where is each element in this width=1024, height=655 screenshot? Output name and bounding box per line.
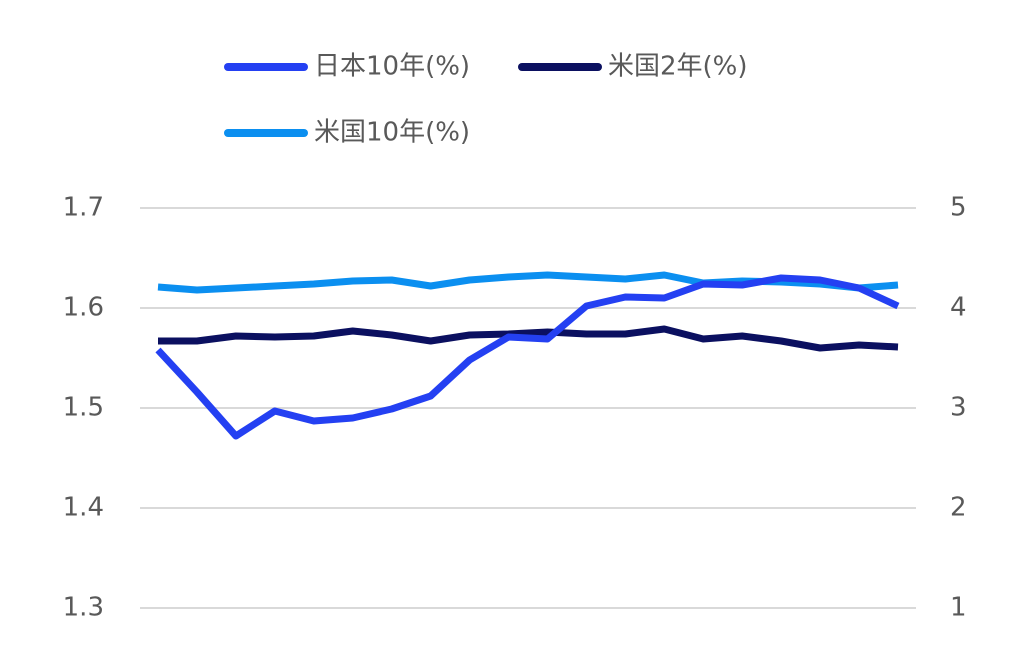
series-line	[155, 274, 900, 440]
legend-label: 日本10年(%)	[314, 52, 470, 82]
y2-tick-label: 5	[950, 193, 967, 223]
legend-label: 米国2年(%)	[608, 52, 748, 82]
legend-label: 米国10年(%)	[314, 118, 470, 148]
y-tick-label: 1.4	[63, 493, 104, 523]
y-tick-label: 1.3	[63, 593, 104, 623]
y2-tick-label: 1	[950, 593, 967, 623]
y2-tick-label: 4	[950, 293, 967, 323]
y-tick-label: 1.5	[63, 393, 104, 423]
y-tick-label: 1.6	[63, 293, 104, 323]
y2-tick-label: 2	[950, 493, 967, 523]
y-tick-label: 1.7	[63, 193, 104, 223]
series-line	[158, 325, 899, 352]
y2-tick-label: 3	[950, 393, 967, 423]
